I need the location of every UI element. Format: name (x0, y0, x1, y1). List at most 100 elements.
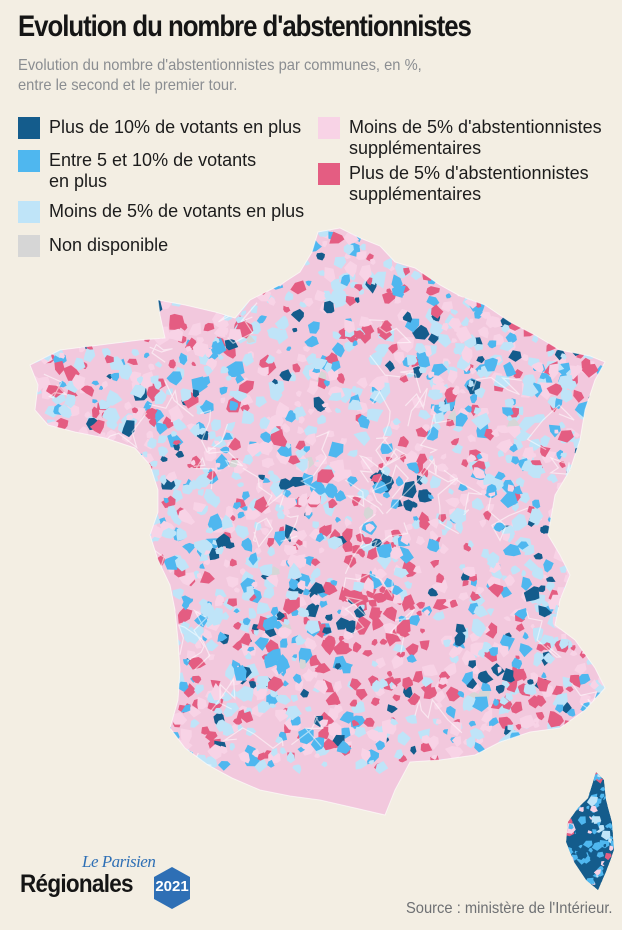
commune-patch (63, 457, 76, 465)
commune-patch (596, 244, 605, 260)
commune-patch (543, 652, 556, 664)
commune-patch (523, 558, 538, 572)
commune-patch (35, 554, 43, 562)
commune-patch (354, 297, 360, 304)
commune-patch (357, 228, 374, 235)
commune-patch (321, 761, 328, 768)
commune-patch (431, 304, 444, 319)
commune-patch (141, 614, 158, 627)
commune-patch (492, 752, 503, 762)
commune-patch (89, 273, 104, 286)
commune-patch (135, 457, 145, 467)
commune-patch (419, 640, 430, 651)
commune-patch (141, 676, 151, 687)
commune-patch (417, 354, 431, 368)
commune-patch (74, 762, 81, 769)
commune-patch (157, 265, 171, 277)
commune-patch (389, 420, 400, 431)
commune-patch (488, 316, 503, 328)
commune-patch (49, 286, 61, 300)
commune-patch (600, 512, 605, 519)
commune-patch (545, 737, 560, 748)
commune-patch (60, 287, 72, 296)
commune-patch (238, 380, 255, 394)
mainland-regions (30, 228, 605, 815)
commune-patch (193, 239, 210, 252)
commune-patch (341, 469, 352, 479)
commune-patch (435, 463, 449, 473)
commune-patch (366, 408, 384, 422)
commune-patch (492, 522, 506, 532)
commune-patch (602, 606, 605, 613)
commune-patch (202, 635, 208, 642)
commune-patch (476, 453, 483, 460)
commune-patch (151, 633, 157, 640)
commune-patch (589, 256, 596, 263)
commune-patch (66, 518, 78, 528)
commune-patch (130, 673, 145, 688)
commune-patch (251, 748, 261, 758)
commune-patch (134, 293, 148, 304)
commune-patch (443, 254, 454, 265)
commune-patch (100, 236, 109, 244)
commune-patch (228, 437, 241, 451)
commune-patch (39, 559, 50, 572)
commune-patch (190, 719, 200, 728)
commune-patch (576, 612, 589, 625)
commune-patch (342, 545, 348, 551)
commune-patch (438, 276, 447, 286)
commune-patch (490, 290, 507, 303)
commune-patch (484, 428, 495, 441)
commune-patch (552, 731, 560, 743)
commune-patch (585, 525, 594, 534)
commune-patch (148, 327, 156, 334)
commune-patch (501, 324, 510, 333)
commune-patch (154, 389, 167, 405)
commune-patch (219, 386, 228, 395)
commune-patch (303, 433, 317, 446)
commune-patch (57, 627, 67, 637)
commune-patch (127, 241, 140, 253)
commune-patch (322, 240, 328, 248)
commune-patch (256, 315, 267, 324)
commune-patch (449, 599, 458, 608)
commune-patch (602, 810, 611, 820)
commune-patch (599, 307, 605, 320)
commune-patch (469, 318, 474, 324)
commune-patch (545, 751, 553, 762)
commune-patch (556, 743, 569, 756)
commune-patch (275, 228, 290, 233)
commune-patch (591, 232, 602, 243)
commune-patch (285, 239, 293, 249)
commune-patch (131, 407, 139, 414)
commune-patch (247, 646, 255, 652)
commune-patch (42, 545, 51, 553)
commune-patch (507, 258, 517, 265)
legend-swatch (18, 235, 40, 257)
commune-patch (588, 847, 593, 853)
commune-patch (42, 430, 54, 440)
commune-patch (102, 407, 120, 426)
commune-patch (351, 386, 358, 394)
commune-patch (604, 552, 605, 565)
commune-patch (435, 719, 442, 724)
commune-patch (131, 349, 140, 357)
commune-patch (118, 566, 128, 575)
commune-patch (294, 529, 308, 542)
commune-patch (323, 483, 338, 499)
commune-patch (579, 673, 591, 685)
commune-patch (103, 720, 112, 730)
commune-patch (372, 616, 385, 631)
commune-patch (511, 250, 523, 261)
commune-patch (218, 354, 224, 360)
commune-patch (232, 502, 241, 510)
commune-patch (143, 400, 153, 411)
commune-patch (59, 706, 66, 712)
commune-patch (441, 322, 449, 331)
commune-patch (108, 269, 126, 284)
commune-patch (348, 228, 365, 231)
commune-patch (246, 585, 255, 600)
commune-patch (506, 760, 517, 773)
commune-patch (451, 338, 458, 343)
commune-patch (594, 884, 603, 890)
